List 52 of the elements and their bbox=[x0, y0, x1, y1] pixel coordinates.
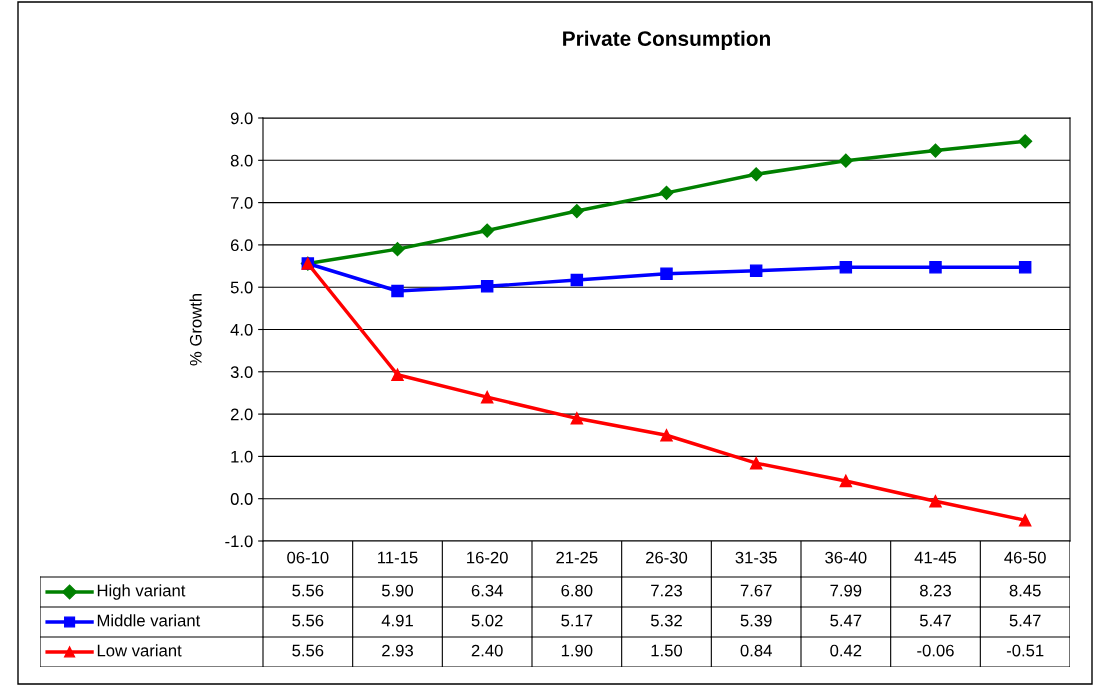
data-label: 1.90 bbox=[561, 644, 593, 657]
y-tick-label: 7.0 bbox=[230, 197, 253, 209]
data-label: 2.93 bbox=[382, 644, 413, 657]
y-tick-label: -1.0 bbox=[225, 535, 253, 548]
data-label: 6.34 bbox=[471, 584, 503, 597]
data-label: 8.45 bbox=[1009, 584, 1041, 597]
data-label: 5.47 bbox=[830, 614, 862, 627]
y-tick-label: 8.0 bbox=[230, 154, 253, 167]
data-label: 8.23 bbox=[920, 584, 951, 597]
data-label: 7.23 bbox=[651, 584, 682, 597]
data-label: 5.56 bbox=[292, 584, 324, 597]
y-tick-label: 3.0 bbox=[230, 366, 253, 378]
data-label: 7.99 bbox=[830, 584, 862, 597]
y-axis-title: % Growth bbox=[189, 294, 202, 366]
x-tick-label: 26-30 bbox=[646, 551, 688, 564]
y-tick-label: 4.0 bbox=[230, 323, 253, 336]
y-tick-label: 2.0 bbox=[230, 408, 253, 421]
data-label: 1.50 bbox=[651, 644, 683, 657]
data-label: -0.51 bbox=[1006, 644, 1044, 657]
legend-label: Low variant bbox=[97, 644, 182, 657]
data-label: 7.67 bbox=[740, 584, 772, 597]
y-tick-label: 0.0 bbox=[230, 493, 253, 505]
data-label: 5.02 bbox=[471, 614, 503, 627]
y-tick-label: 1.0 bbox=[231, 450, 253, 463]
x-tick-label: 46-50 bbox=[1004, 551, 1046, 564]
x-tick-label: 06-10 bbox=[287, 551, 329, 564]
data-label: 5.90 bbox=[381, 584, 414, 597]
data-label: 5.56 bbox=[292, 644, 324, 657]
x-tick-label: 41-45 bbox=[914, 551, 957, 564]
data-label: 2.40 bbox=[471, 644, 503, 657]
chart-title: Private Consumption bbox=[563, 30, 770, 51]
y-tick-label: 5.0 bbox=[230, 281, 253, 294]
data-label: 4.91 bbox=[381, 614, 413, 627]
data-label: 0.42 bbox=[830, 644, 862, 657]
y-tick-label: 6.0 bbox=[230, 239, 253, 252]
data-label: 6.80 bbox=[561, 584, 593, 597]
x-tick-label: 36-40 bbox=[825, 551, 867, 564]
x-tick-label: 21-25 bbox=[556, 551, 598, 564]
data-label: 5.56 bbox=[292, 614, 324, 627]
legend-label: High variant bbox=[97, 584, 186, 600]
legend-label: Middle variant bbox=[97, 614, 201, 627]
data-label: 5.39 bbox=[740, 614, 772, 627]
data-label: 0.84 bbox=[740, 644, 772, 657]
y-tick-label: 9.0 bbox=[230, 112, 253, 125]
data-label: 5.47 bbox=[919, 614, 951, 627]
data-label: 5.17 bbox=[561, 614, 593, 627]
x-tick-label: 31-35 bbox=[735, 551, 777, 564]
data-label: 5.47 bbox=[1009, 614, 1041, 627]
data-label: 5.32 bbox=[650, 614, 682, 627]
x-tick-label: 11-15 bbox=[378, 551, 418, 564]
data-label: -0.06 bbox=[917, 644, 954, 657]
x-tick-label: 16-20 bbox=[467, 551, 508, 564]
